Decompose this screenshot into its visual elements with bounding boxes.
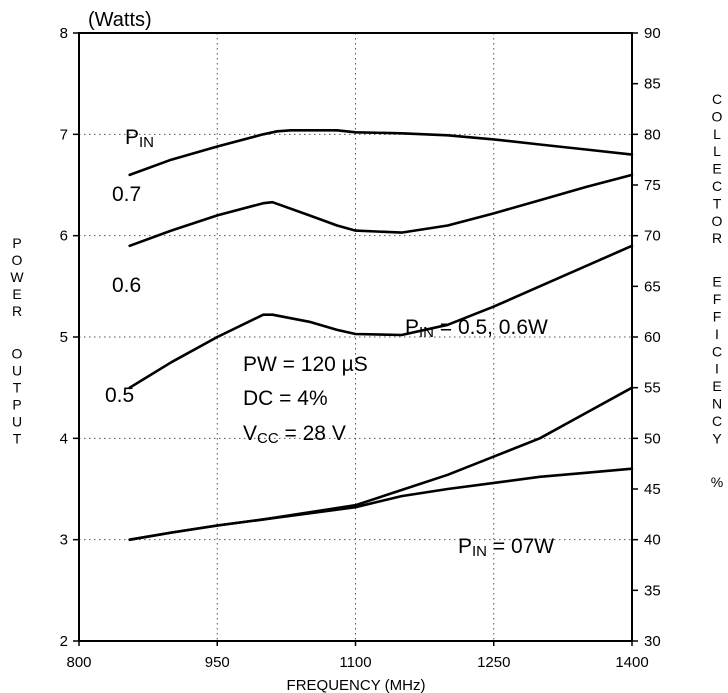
y-left-tick-3: 3 [60,532,68,549]
axis-title-letter: Y [712,430,722,446]
efficiency-label-high: PIN = 0.5, 0.6W [405,316,548,341]
axis-title-letter: P [12,235,21,251]
series-line-3 [128,244,634,389]
y-right-tick-60: 60 [644,329,661,346]
axis-title-letter: C [712,91,722,107]
y-right-tick-85: 85 [644,76,661,93]
axis-title-letter: F [713,291,722,307]
axis-title-letter: L [713,143,721,159]
vcc-note: VCC = 28 V [243,422,346,447]
axis-title-letter: F [713,309,722,325]
axis-title-letter: T [713,195,722,211]
axis-title-letter: O [12,346,23,362]
axis-title-letter: R [712,230,722,246]
axis-title-letter: T [13,431,22,447]
series-line-5 [128,467,634,541]
y-right-tick-55: 55 [644,380,661,397]
efficiency-label-low: PIN = 07W [458,535,554,560]
axis-title-letter: R [12,303,22,319]
axis-title-letter: E [712,274,721,290]
y-left-tick-5: 5 [60,329,68,346]
y-right-tick-40: 40 [644,532,661,549]
tick-labels: 800 950 1100 1250 14002345678303540455055606… [60,25,661,671]
y-right-tick-80: 80 [644,126,661,143]
axis-title-letter: C [712,343,722,359]
x-tick-800: 800 [66,654,91,671]
x-tick-1250: 1250 [477,654,510,671]
axis-title-letter: E [712,378,721,394]
axis-title-letter: T [13,380,22,396]
pulse-width-note: PW = 120 µS [243,353,368,376]
series-label-07: 0.7 [112,183,141,206]
axis-title-letter: I [715,326,719,342]
series-line-1 [128,129,634,177]
x-tick-950: 950 [205,654,230,671]
series-label-06: 0.6 [112,274,141,297]
y-left-tick-6: 6 [60,228,68,245]
y-left-tick-7: 7 [60,126,68,143]
axis-title-letter: E [712,161,721,177]
axis-title-letter: W [10,269,24,285]
y-left-tick-4: 4 [60,430,68,447]
axis-title-letter: I [715,361,719,377]
axis-title-letter: O [12,252,23,268]
y-right-tick-35: 35 [644,582,661,599]
axis-title-letter: N [712,396,722,412]
y-right-tick-50: 50 [644,430,661,447]
x-tick-1100: 1100 [339,654,371,671]
pin-label: PIN [125,126,154,151]
y-right-tick-45: 45 [644,481,661,498]
axis-title-letter: O [712,213,723,229]
y-right-tick-65: 65 [644,278,661,295]
y-right-tick-30: 30 [644,633,661,650]
axis-title-letter: L [713,126,721,142]
x-axis-title: FREQUENCY (MHz) [287,677,426,693]
duty-cycle-note: DC = 4% [243,387,328,410]
axis-title-letter: U [12,414,22,430]
y-left-tick-8: 8 [60,25,68,42]
units-label: (Watts) [88,9,152,31]
axis-title-letter: C [712,178,722,194]
series-label-05: 0.5 [105,384,134,407]
axis-title-letter: U [12,363,22,379]
y-right-tick-70: 70 [644,228,661,245]
axis-title-letter: P [12,397,21,413]
axis-title-letter: C [712,413,722,429]
axis-title-letter: O [712,108,723,124]
x-tick-1400: 1400 [615,654,648,671]
series-line-4 [128,386,634,541]
y-right-tick-90: 90 [644,25,661,42]
series-line-2 [128,173,634,248]
axis-title-letter: E [12,286,21,302]
data-curves [128,129,634,541]
y-right-tick-75: 75 [644,177,661,194]
axis-title-letter: % [711,474,723,490]
y-left-tick-2: 2 [60,633,68,650]
